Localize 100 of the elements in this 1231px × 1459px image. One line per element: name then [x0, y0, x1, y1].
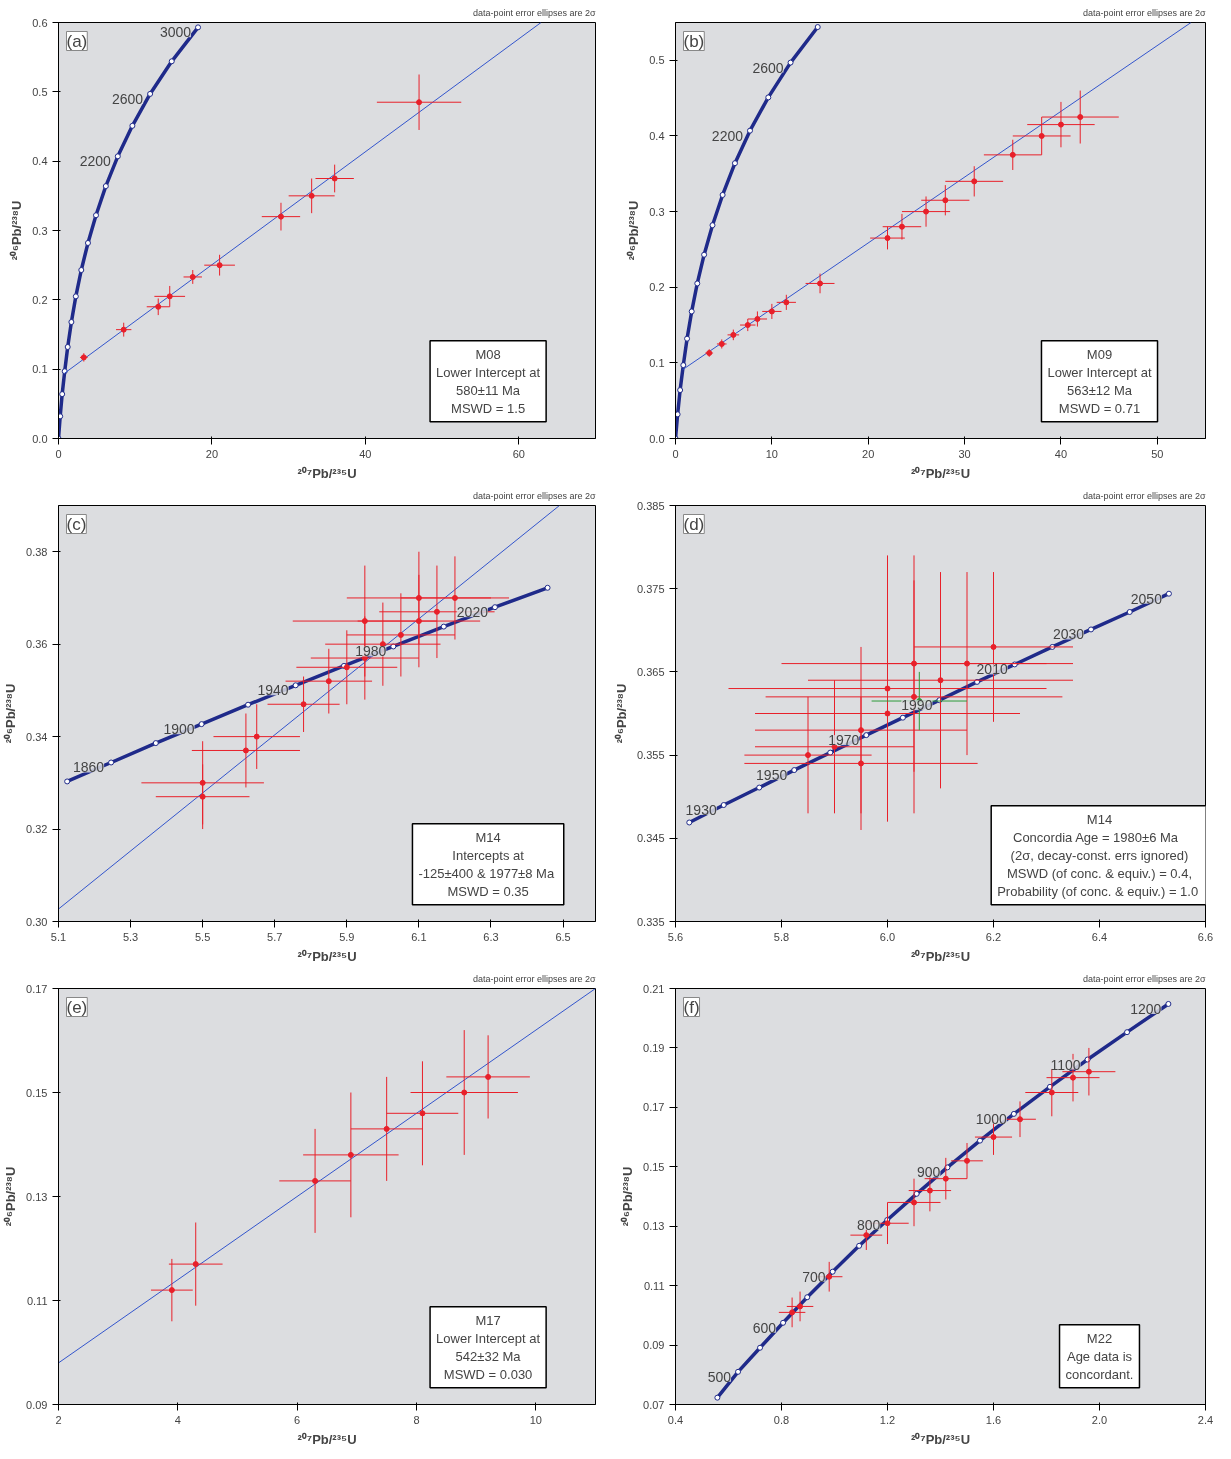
annotation: 800 [856, 1216, 881, 1233]
x-tick-label: 8 [413, 1413, 420, 1426]
annotation: (d) [683, 514, 705, 534]
y-tick-label: 0.2 [649, 281, 665, 294]
x-tick-label: 6.4 [1091, 930, 1108, 943]
x-axis-title: ²⁰⁷Pb/²³⁵U [297, 1431, 357, 1447]
x-axis-title: ²⁰⁷Pb/²³⁵U [297, 948, 357, 964]
y-axis-title: ²⁰⁶Pb/²³⁸U [9, 200, 25, 261]
annotation: M17 Lower Intercept at 542±32 Ma MSWD = 0.030 [436, 1312, 541, 1382]
annotation: 2600 [111, 90, 144, 107]
text: data-point error ellipses are 2σ [1082, 7, 1206, 18]
y-tick-label: 0.0 [32, 432, 48, 445]
annotation: 1940 [257, 682, 289, 699]
x-tick-label: 0 [672, 447, 679, 460]
annotation: 1100 [1050, 1056, 1081, 1073]
y-tick-label: 0.32 [26, 823, 48, 836]
annotation: 500 [707, 1368, 732, 1385]
x-tick-label: 5.6 [667, 930, 684, 943]
y-tick-label: 0.5 [32, 85, 48, 98]
annotation: 700 [802, 1268, 826, 1285]
annotation: 2030 [1052, 626, 1085, 643]
x-tick-label: 5.5 [195, 930, 211, 943]
x-axis-title: ²⁰⁷Pb/²³⁵U [297, 465, 357, 481]
y-tick-label: 0.11 [643, 1279, 665, 1292]
annotation: 3000 [159, 24, 192, 41]
annotation: 2020 [456, 604, 489, 621]
text: data-point error ellipses are 2σ [472, 490, 596, 501]
y-tick-label: 0.5 [649, 54, 665, 67]
x-axis-title: ²⁰⁷Pb/²³⁵U [910, 465, 971, 481]
annotation: 1000 [975, 1110, 1008, 1127]
x-tick-label: 20 [862, 447, 875, 460]
annotation: 2050 [1130, 590, 1163, 607]
y-tick-label: 0.07 [643, 1398, 665, 1411]
y-tick-label: 0.30 [26, 915, 48, 928]
x-tick-label: 50 [1151, 447, 1164, 460]
x-tick-label: 30 [958, 447, 971, 460]
annotation: M14 Intercepts at -125±400 & 1977±8 Ma MSWD = 0.35 [418, 829, 555, 899]
annotation: M08 Lower Intercept at 580±11 Ma MSWD = 1.5 [436, 346, 541, 416]
y-axis-title: ²⁰⁶Pb/²³⁸U [626, 200, 642, 261]
annotation: 1900 [163, 721, 195, 738]
x-tick-label: 6.5 [555, 930, 571, 943]
y-tick-label: 0.3 [32, 224, 48, 237]
annotation: M14 Concordia Age = 1980±6 Ma (2σ, decay-const. errs ignored) MSWD (of conc. & equiv.) = 0.4, Probability (of conc. & equiv.) = 1.0 [997, 811, 1199, 899]
annotation: 1980 [355, 643, 387, 660]
y-tick-label: 0.38 [26, 545, 48, 558]
x-tick-label: 0.4 [667, 1413, 684, 1426]
x-tick-label: 2.4 [1197, 1413, 1214, 1426]
y-tick-label: 0.09 [643, 1339, 665, 1352]
text: data-point error ellipses are 2σ [1082, 973, 1206, 984]
y-tick-label: 0.0 [649, 432, 665, 445]
annotation: 1970 [828, 732, 860, 749]
y-tick-label: 0.3 [649, 205, 665, 218]
x-tick-label: 0.8 [773, 1413, 790, 1426]
annotation: (c) [66, 514, 87, 534]
y-tick-label: 0.335 [636, 915, 665, 928]
y-tick-label: 0.4 [649, 129, 665, 142]
y-tick-label: 0.34 [26, 730, 48, 743]
y-axis-title: ²⁰⁶Pb/²³⁸U [613, 683, 629, 744]
annotation: 2200 [79, 153, 112, 170]
y-tick-label: 0.17 [643, 1101, 665, 1114]
x-tick-label: 6.6 [1197, 930, 1214, 943]
text: data-point error ellipses are 2σ [1082, 490, 1206, 501]
y-tick-label: 0.11 [26, 1294, 48, 1307]
text: data-point error ellipses are 2σ [472, 7, 596, 18]
y-tick-label: 0.19 [643, 1041, 665, 1054]
x-axis-title: ²⁰⁷Pb/²³⁵U [910, 1431, 971, 1447]
annotation: (f) [683, 997, 700, 1017]
y-tick-label: 0.365 [636, 665, 665, 678]
annotation: (b) [683, 31, 705, 51]
x-tick-label: 40 [1054, 447, 1068, 460]
annotation: 2010 [976, 661, 1008, 678]
x-tick-label: 1.6 [985, 1413, 1002, 1426]
x-tick-label: 10 [765, 447, 778, 460]
y-tick-label: 0.13 [643, 1220, 665, 1233]
x-tick-label: 4 [174, 1413, 181, 1426]
x-tick-label: 5.1 [50, 930, 67, 943]
y-tick-label: 0.385 [636, 499, 665, 512]
annotation: M09 Lower Intercept at 563±12 Ma MSWD = 0.71 [1047, 346, 1152, 416]
y-tick-label: 0.1 [649, 356, 665, 369]
y-tick-label: 0.375 [636, 582, 665, 595]
annotation: 1930 [685, 802, 717, 819]
x-tick-label: 6.1 [411, 930, 427, 943]
x-tick-label: 1.2 [879, 1413, 896, 1426]
annotation: 900 [917, 1164, 941, 1181]
annotation: M22 Age data is concordant. [1065, 1330, 1134, 1382]
x-tick-label: 5.8 [773, 930, 790, 943]
y-tick-label: 0.6 [32, 16, 48, 29]
x-tick-label: 5.9 [339, 930, 355, 943]
annotation: 2200 [711, 127, 744, 144]
annotation: 1990 [901, 697, 933, 714]
x-axis-title: ²⁰⁷Pb/²³⁵U [910, 948, 971, 964]
y-tick-label: 0.15 [26, 1086, 48, 1099]
x-tick-label: 60 [512, 447, 525, 460]
annotation: 1860 [72, 759, 105, 776]
y-tick-label: 0.17 [26, 982, 48, 995]
annotation: (e) [66, 997, 88, 1017]
x-tick-label: 6.3 [483, 930, 499, 943]
annotation: 600 [752, 1319, 777, 1336]
x-tick-label: 5.7 [267, 930, 283, 943]
y-tick-label: 0.345 [636, 832, 665, 845]
